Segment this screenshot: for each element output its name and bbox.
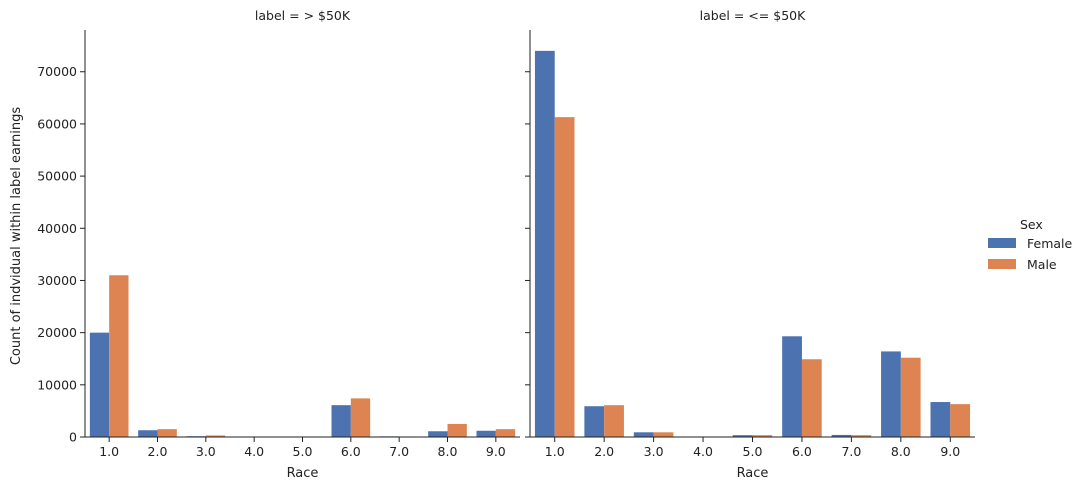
facet-title: label = <= $50K: [700, 8, 806, 23]
x-tick-label: 3.0: [644, 444, 664, 459]
bar-female-2.0: [584, 406, 605, 437]
bar-female-7.0: [831, 434, 852, 437]
bar-female-6.0: [331, 405, 351, 437]
bar-male-1.0: [109, 275, 129, 437]
bar-male-5.0: [752, 435, 773, 437]
x-tick-label: 6.0: [792, 444, 812, 459]
bar-female-3.0: [633, 432, 654, 437]
bar-male-9.0: [495, 429, 516, 437]
legend-swatch-male: [988, 259, 1016, 269]
x-tick-label: 4.0: [244, 444, 264, 459]
x-axis-label: Race: [737, 466, 769, 481]
bar-male-8.0: [900, 357, 921, 437]
x-tick-label: 7.0: [389, 444, 409, 459]
x-tick-label: 3.0: [196, 444, 216, 459]
bar-male-8.0: [447, 423, 467, 437]
bar-male-3.0: [653, 432, 674, 437]
x-tick-label: 6.0: [341, 444, 361, 459]
bar-female-6.0: [782, 336, 802, 437]
facet-panel-2: label = <= $50K 1.0 2.0 3.0 4.0 5.0 6.0 7.0 8.0 9…: [525, 8, 975, 481]
bar-male-7.0: [851, 435, 872, 437]
x-tick-label: 7.0: [841, 444, 861, 459]
x-tick-label: 9.0: [486, 444, 506, 459]
x-tick-label: 2.0: [594, 444, 614, 459]
x-tick-label: 1.0: [99, 444, 119, 459]
x-axis-label: Race: [287, 466, 319, 481]
legend-label-female: Female: [1027, 236, 1073, 251]
y-tick-label: 30000: [37, 273, 77, 288]
legend-title: Sex: [1020, 217, 1043, 232]
x-tick-label: 9.0: [940, 444, 960, 459]
bar-female-1.0: [89, 332, 110, 437]
y-tick-label: 0: [69, 430, 77, 445]
facet-title: label = > $50K: [255, 8, 351, 23]
bar-female-8.0: [881, 351, 901, 437]
bar-female-9.0: [930, 402, 951, 437]
bar-male-1.0: [554, 117, 575, 437]
x-tick-label: 5.0: [293, 444, 313, 459]
y-axis-label: Count of indvidual within label earnings: [9, 107, 24, 366]
y-tick-label: 60000: [37, 116, 77, 131]
x-tick-label: 5.0: [743, 444, 763, 459]
y-tick-label: 50000: [37, 169, 77, 184]
x-tick-label: 8.0: [891, 444, 911, 459]
x-tick-label: 8.0: [438, 444, 458, 459]
bar-male-2.0: [604, 405, 624, 437]
legend-label-male: Male: [1027, 257, 1057, 272]
legend: Sex Female Male: [988, 217, 1073, 272]
bar-male-3.0: [205, 435, 226, 437]
y-tick-label: 70000: [37, 64, 77, 79]
bar-male-9.0: [950, 404, 971, 437]
legend-swatch-female: [988, 238, 1016, 248]
facets-layer: label = > $50K 0 10000 20000 30000 40000 50000…: [37, 8, 975, 481]
bar-female-1.0: [534, 50, 555, 438]
x-tick-label: 2.0: [148, 444, 168, 459]
y-tick-label: 10000: [37, 377, 77, 392]
x-tick-label: 1.0: [545, 444, 565, 459]
bar-female-9.0: [476, 430, 496, 437]
bar-female-2.0: [138, 430, 158, 437]
y-tick-label: 20000: [37, 325, 77, 340]
y-tick-label: 40000: [37, 221, 77, 236]
bar-male-2.0: [157, 429, 177, 437]
x-tick-label: 4.0: [693, 444, 713, 459]
bar-male-6.0: [350, 398, 371, 437]
facet-panel-1: label = > $50K 0 10000 20000 30000 40000 50000…: [37, 8, 520, 481]
bar-female-5.0: [732, 435, 753, 437]
bar-female-8.0: [428, 431, 448, 437]
bar-male-6.0: [801, 359, 822, 437]
